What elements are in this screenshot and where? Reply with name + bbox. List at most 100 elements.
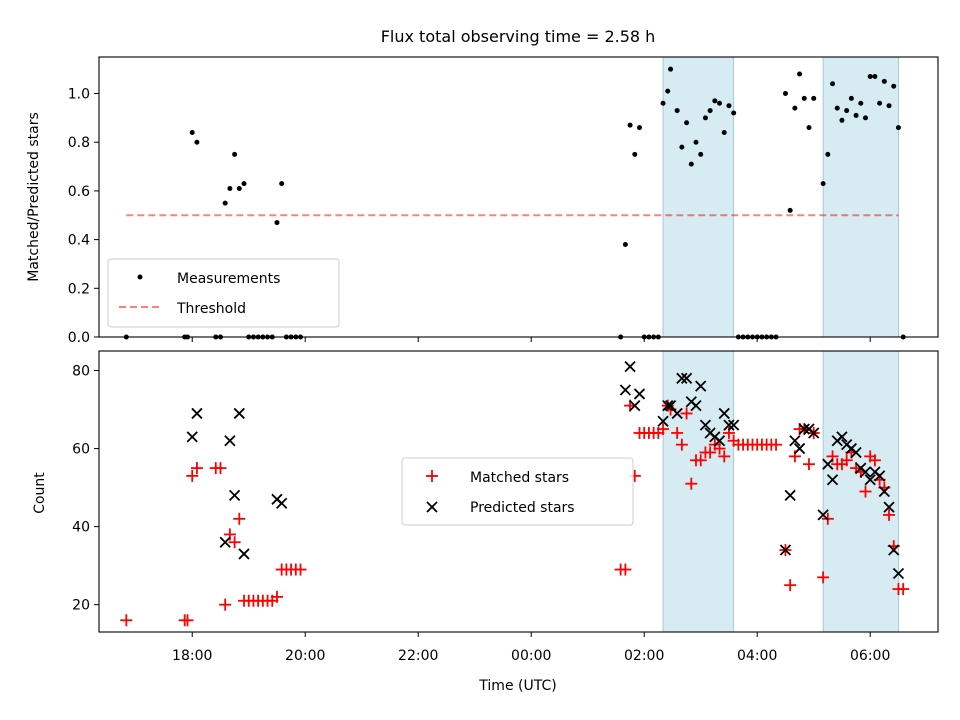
measurement-point bbox=[895, 125, 901, 131]
matched-star-point bbox=[228, 536, 241, 549]
measurement-point bbox=[279, 181, 285, 187]
measurement-point bbox=[717, 100, 723, 106]
measurement-point bbox=[668, 66, 674, 72]
predicted-star-point bbox=[713, 435, 726, 447]
matched-star-point bbox=[685, 477, 698, 490]
predicted-star-point bbox=[233, 407, 245, 420]
matched-star-point bbox=[802, 458, 815, 471]
measurement-point bbox=[665, 88, 671, 94]
predicted-star-point bbox=[276, 497, 288, 509]
matched-star-point bbox=[718, 450, 731, 463]
measurement-point bbox=[806, 125, 812, 131]
matched-star-point bbox=[817, 571, 830, 584]
predicted-star-point bbox=[836, 431, 848, 443]
legend-threshold-label: Threshold bbox=[176, 301, 246, 317]
measurement-point bbox=[731, 110, 737, 116]
predicted-star-point bbox=[878, 485, 890, 498]
legend-measurements-marker bbox=[137, 274, 143, 280]
measurement-point bbox=[787, 207, 793, 213]
measurement-point bbox=[872, 73, 878, 79]
measurement-point bbox=[834, 105, 840, 111]
top-x-ticks bbox=[191, 337, 871, 342]
predicted-star-point bbox=[808, 427, 820, 439]
matched-star-point bbox=[694, 454, 707, 467]
x-tick-label: 22:00 bbox=[398, 648, 438, 664]
bottom-legend-box bbox=[401, 457, 634, 526]
measurement-point bbox=[674, 108, 680, 114]
matched-star-point bbox=[671, 426, 684, 439]
measurement-point bbox=[693, 139, 699, 145]
matched-star-point bbox=[186, 469, 199, 482]
measurement-point bbox=[881, 78, 887, 84]
top-shaded-intervals bbox=[662, 56, 899, 338]
measurement-point bbox=[707, 108, 713, 114]
measurement-point bbox=[627, 122, 633, 128]
predicted-star-point bbox=[822, 458, 834, 470]
top-legend-box bbox=[107, 258, 340, 328]
matched-star-point bbox=[840, 454, 853, 467]
predicted-star-point bbox=[723, 419, 735, 431]
predicted-star-point bbox=[779, 544, 792, 556]
measurement-point bbox=[862, 115, 868, 121]
x-tick-label: 00:00 bbox=[511, 648, 551, 664]
measurement-point bbox=[622, 241, 628, 247]
measurement-point bbox=[702, 115, 708, 121]
matched-star-point bbox=[294, 563, 307, 576]
measurement-point bbox=[712, 98, 718, 104]
matched-star-point bbox=[219, 598, 232, 611]
predicted-star-point bbox=[619, 384, 632, 396]
measurement-point bbox=[811, 95, 817, 101]
predicted-star-point bbox=[883, 501, 895, 513]
x-tick-label: 06:00 bbox=[850, 648, 890, 664]
measurement-point bbox=[886, 103, 892, 109]
measurement-point bbox=[801, 95, 807, 101]
matched-star-point bbox=[868, 454, 881, 467]
measurement-point bbox=[637, 125, 643, 131]
measurement-point bbox=[848, 95, 854, 101]
bottom-legend: Matched stars Predicted stars bbox=[401, 457, 634, 526]
measurement-point bbox=[241, 181, 247, 187]
matched-star-point bbox=[190, 462, 203, 475]
measurement-point bbox=[797, 71, 803, 77]
matched-star-point bbox=[233, 512, 246, 525]
matched-star-point bbox=[784, 579, 797, 592]
predicted-star-point bbox=[633, 388, 646, 400]
matched-star-point bbox=[883, 508, 896, 521]
top-axes-frame bbox=[98, 56, 939, 338]
y-tick-label: 1.0 bbox=[68, 87, 90, 103]
bottom-axes-frame bbox=[98, 350, 939, 633]
predicted-star-point bbox=[228, 489, 241, 502]
y-tick-label: 0.8 bbox=[68, 135, 90, 151]
measurement-point bbox=[632, 151, 638, 157]
predicted-star-point bbox=[186, 431, 198, 443]
x-tick-label: 04:00 bbox=[737, 648, 777, 664]
matched-star-point bbox=[270, 590, 283, 603]
predicted-star-point bbox=[826, 474, 839, 486]
measurement-point bbox=[891, 83, 897, 89]
legend-matched-marker bbox=[426, 470, 438, 482]
top-legend: Measurements Threshold bbox=[107, 258, 340, 328]
shaded-interval bbox=[822, 56, 899, 338]
matched-star-point bbox=[619, 563, 632, 576]
y-tick-label: 60 bbox=[72, 442, 90, 458]
y-tick-label: 0.0 bbox=[68, 330, 90, 346]
predicted-star-point bbox=[662, 400, 674, 412]
measurement-point bbox=[227, 185, 233, 191]
shaded-interval bbox=[662, 56, 735, 338]
shaded-interval bbox=[662, 350, 735, 633]
x-tick-label: 02:00 bbox=[624, 648, 664, 664]
measurement-point bbox=[839, 117, 845, 123]
measurement-point bbox=[867, 73, 873, 79]
matched-star-point bbox=[713, 442, 726, 455]
measurement-point bbox=[830, 81, 836, 87]
matched-star-point bbox=[770, 438, 783, 451]
predicted-star-point bbox=[817, 509, 829, 521]
y-tick-label: 0.6 bbox=[68, 184, 90, 200]
predicted-star-point bbox=[850, 446, 862, 459]
predicted-star-point bbox=[888, 544, 900, 556]
measurement-point bbox=[679, 144, 685, 150]
measurement-point bbox=[726, 103, 732, 109]
predicted-star-point bbox=[224, 435, 236, 447]
y-tick-label: 80 bbox=[72, 364, 90, 380]
measurement-point bbox=[820, 181, 826, 187]
